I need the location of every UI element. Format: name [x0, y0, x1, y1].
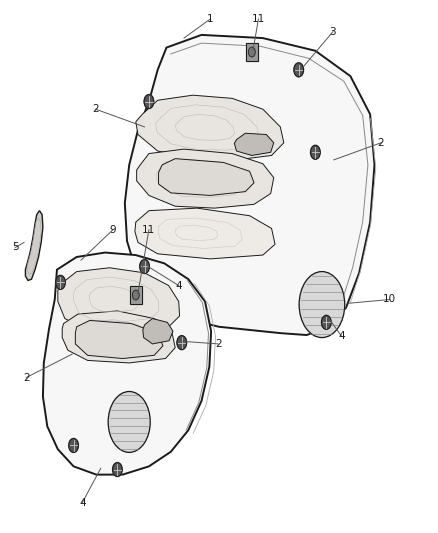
- Text: 1: 1: [207, 14, 214, 24]
- Polygon shape: [75, 320, 163, 359]
- Polygon shape: [135, 208, 275, 259]
- Circle shape: [108, 392, 150, 453]
- Text: 11: 11: [142, 225, 155, 235]
- Circle shape: [113, 463, 122, 477]
- Polygon shape: [62, 311, 175, 363]
- Circle shape: [311, 146, 320, 159]
- Polygon shape: [137, 149, 274, 208]
- Text: 10: 10: [383, 295, 396, 304]
- Bar: [246, 43, 258, 61]
- Circle shape: [248, 47, 255, 57]
- Polygon shape: [136, 95, 284, 160]
- Circle shape: [177, 336, 187, 350]
- Circle shape: [69, 439, 78, 453]
- Bar: [130, 286, 142, 304]
- Text: 2: 2: [378, 138, 385, 148]
- Text: 2: 2: [23, 373, 30, 383]
- Polygon shape: [58, 268, 180, 331]
- Polygon shape: [125, 35, 374, 335]
- Text: 2: 2: [215, 339, 222, 349]
- Circle shape: [56, 276, 65, 289]
- Polygon shape: [143, 319, 173, 344]
- Text: 11: 11: [252, 14, 265, 24]
- Text: 9: 9: [110, 225, 117, 235]
- Circle shape: [294, 63, 304, 77]
- Text: 4: 4: [175, 280, 182, 290]
- Text: 4: 4: [79, 497, 86, 507]
- Bar: [246, 43, 258, 61]
- Circle shape: [299, 272, 345, 337]
- Polygon shape: [234, 133, 274, 156]
- Circle shape: [132, 290, 139, 300]
- Polygon shape: [159, 159, 254, 196]
- Circle shape: [140, 260, 149, 273]
- Text: 3: 3: [329, 27, 336, 37]
- Circle shape: [144, 94, 154, 109]
- Bar: [130, 286, 142, 304]
- Text: 4: 4: [338, 332, 345, 341]
- Polygon shape: [43, 253, 211, 474]
- Circle shape: [321, 316, 331, 329]
- Text: 2: 2: [92, 104, 99, 114]
- Polygon shape: [25, 211, 43, 280]
- Text: 5: 5: [12, 243, 19, 253]
